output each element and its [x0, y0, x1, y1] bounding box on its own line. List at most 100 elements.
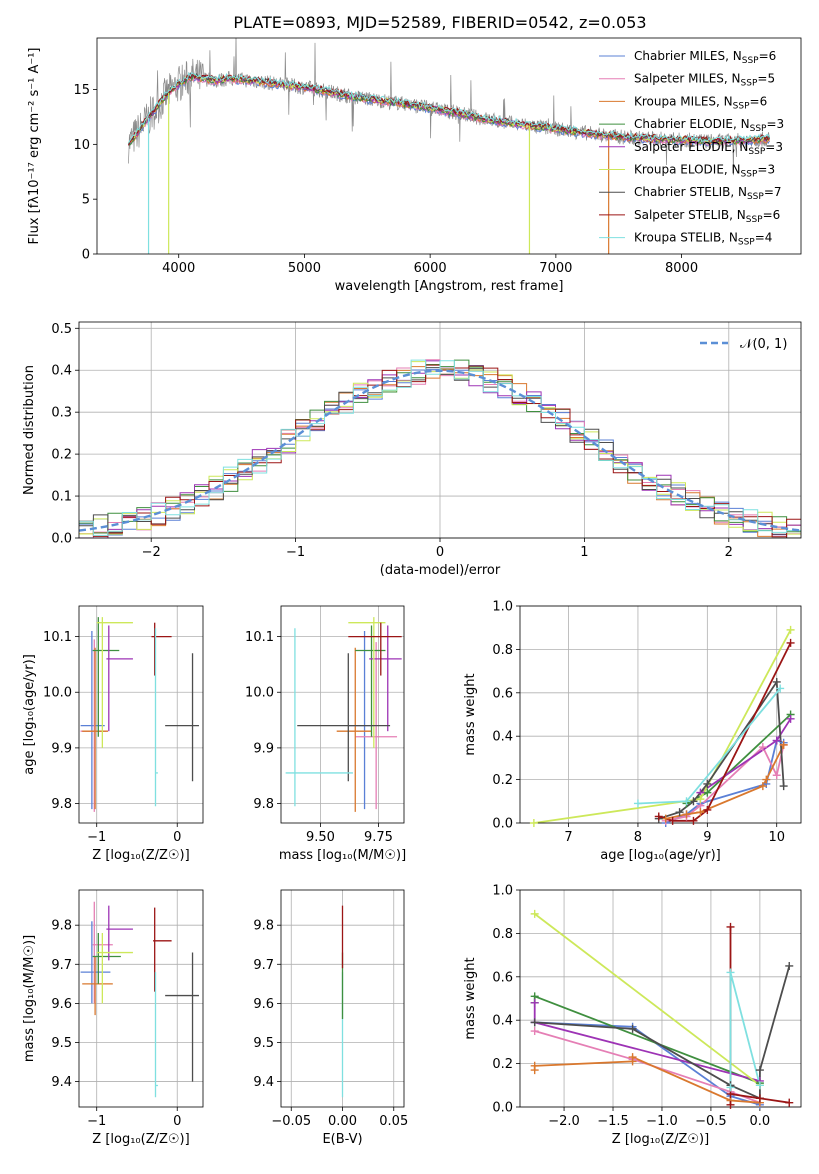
legend-label: Kroupa MILES, NSSP=6: [634, 94, 767, 111]
plot-area: [127, 38, 771, 254]
series-marker: [758, 743, 767, 752]
series-marker: [628, 1053, 637, 1062]
y-tick-label: 0.4: [51, 364, 72, 379]
y-axis-label: Normed distribution: [22, 365, 37, 495]
series-marker: [726, 922, 735, 931]
y-tick-label: 9.7: [253, 958, 274, 973]
axes-frame: [519, 605, 802, 824]
spectrum-model-kroupa_stelib: [127, 71, 771, 144]
y-tick-label: 0.6: [492, 686, 513, 701]
x-tick-label: 1: [580, 545, 588, 560]
y-tick-label: 9.8: [51, 797, 72, 812]
x-axis-label: Z [log₁₀(Z/Z☉)]: [92, 848, 189, 863]
y-tick-label: 0.6: [492, 970, 513, 985]
axes-frame: [78, 889, 204, 1108]
y-tick-label: 15: [73, 83, 90, 98]
series-marker: [703, 788, 712, 797]
series-marker: [726, 1100, 735, 1109]
series-marker: [628, 1024, 637, 1033]
series-marker: [689, 816, 698, 825]
series-line-chabrier_elodie: [533, 994, 761, 1084]
residual-hist-kroupa_stelib: [79, 359, 801, 536]
series-marker: [703, 805, 712, 814]
series-marker: [772, 736, 781, 745]
y-tick-label: 0.5: [51, 322, 72, 337]
x-tick-label: 0.0: [750, 1114, 771, 1129]
legend-label: 𝒩(0, 1): [740, 337, 787, 352]
panel-age_vs_Z: −1 0 9.8 9.9 10.0 10.1 Z [log₁₀(Z/Z☉)] age [log…: [22, 605, 204, 863]
y-tick-label: 0.4: [492, 1014, 513, 1029]
legend-label: Kroupa STELIB, NSSP=4: [634, 231, 772, 248]
plot-area: [533, 629, 792, 823]
y-tick-label: 0.8: [492, 927, 513, 942]
x-tick-label: 7: [564, 830, 572, 845]
x-tick-label: 6000: [414, 261, 447, 276]
axes-frame: [96, 37, 802, 255]
y-tick-label: 1.0: [492, 600, 513, 615]
x-axis-label: mass [log₁₀(M/M☉)]: [279, 848, 406, 863]
legend-label: Kroupa ELODIE, NSSP=3: [634, 163, 775, 180]
x-axis-label: Z [log₁₀(Z/Z☉)]: [92, 1132, 189, 1147]
x-tick-label: 5000: [288, 261, 321, 276]
series-marker: [786, 625, 795, 634]
y-tick-label: 9.9: [51, 741, 72, 756]
x-tick-label: 9.50: [306, 830, 335, 845]
normal-curve: [79, 369, 801, 532]
x-tick-label: −1: [87, 830, 106, 845]
panel-age_vs_mass: 9.50 9.75 9.8 9.9 10.0 10.1 mass [log₁₀(M/M☉)]: [245, 605, 406, 863]
y-tick-label: 9.9: [253, 741, 274, 756]
y-tick-label: 0: [82, 248, 90, 263]
y-tick-label: 9.6: [253, 997, 274, 1012]
panel-mass_vs_ebv: −0.05 0.00 0.05 9.4 9.5 9.6 9.7 9.8 E(B-V): [253, 889, 408, 1147]
y-tick-label: 0.3: [51, 406, 72, 421]
spectrum-model-chabrier_elodie: [127, 73, 770, 146]
x-tick-label: −1.5: [597, 1114, 629, 1129]
series-marker: [726, 1083, 735, 1092]
plot-area: [285, 617, 402, 812]
y-tick-label: 0.0: [492, 817, 513, 832]
y-tick-label: 0.4: [492, 730, 513, 745]
series-marker: [758, 782, 767, 791]
y-tick-label: 10: [73, 138, 90, 153]
axes-frame: [280, 889, 405, 1108]
y-tick-label: 9.8: [253, 919, 274, 934]
y-tick-label: 1.0: [492, 884, 513, 899]
series-marker: [696, 808, 705, 817]
x-tick-label: −2: [142, 545, 161, 560]
y-tick-label: 10.1: [245, 630, 274, 645]
panel-mass_weight_vs_Z: −2.0 −1.5 −1.0 −0.5 0.0 0.0 0.2 0.4 0.6 0.8 1.0 Z […: [463, 884, 802, 1147]
x-axis-label: (data-model)/error: [380, 563, 501, 578]
x-tick-label: 10: [768, 830, 785, 845]
series-marker: [633, 799, 642, 808]
legend-label: Chabrier STELIB, NSSP=7: [634, 185, 782, 202]
series-marker: [755, 1094, 764, 1103]
y-tick-label: 9.8: [253, 797, 274, 812]
series-marker: [530, 909, 539, 918]
series-marker: [529, 819, 538, 827]
x-tick-label: −1: [87, 1114, 106, 1129]
y-tick-label: 0.1: [51, 490, 72, 505]
y-axis-label: age [log₁₀(age/yr)]: [22, 654, 37, 775]
series-marker: [772, 771, 781, 780]
series-line-salpeter_miles: [665, 744, 785, 822]
axes-frame: [519, 889, 802, 1108]
x-tick-label: 0.00: [328, 1114, 357, 1129]
series-marker: [786, 714, 795, 723]
x-tick-label: 0.05: [379, 1114, 408, 1129]
x-tick-label: −2.0: [548, 1114, 580, 1129]
x-tick-label: 9.75: [364, 830, 393, 845]
series-marker: [755, 1066, 764, 1075]
figure-title: PLATE=0893, MJD=52589, FIBERID=0542, z=0…: [233, 13, 646, 32]
series-marker: [530, 1061, 539, 1070]
legend-label: Salpeter MILES, NSSP=5: [634, 72, 775, 89]
panel-mass_vs_Z: −1 0 9.4 9.5 9.6 9.7 9.8 Z [log₁₀(Z/Z☉)] mass [l…: [22, 889, 204, 1147]
y-tick-label: 0.0: [51, 532, 72, 547]
axes-frame: [78, 321, 802, 539]
y-tick-label: 9.4: [253, 1075, 274, 1090]
y-tick-label: 5: [82, 193, 90, 208]
x-axis-label: wavelength [Angstrom, rest frame]: [335, 279, 564, 294]
series-marker: [661, 814, 670, 823]
series-marker: [696, 795, 705, 804]
x-tick-label: 7000: [539, 261, 572, 276]
